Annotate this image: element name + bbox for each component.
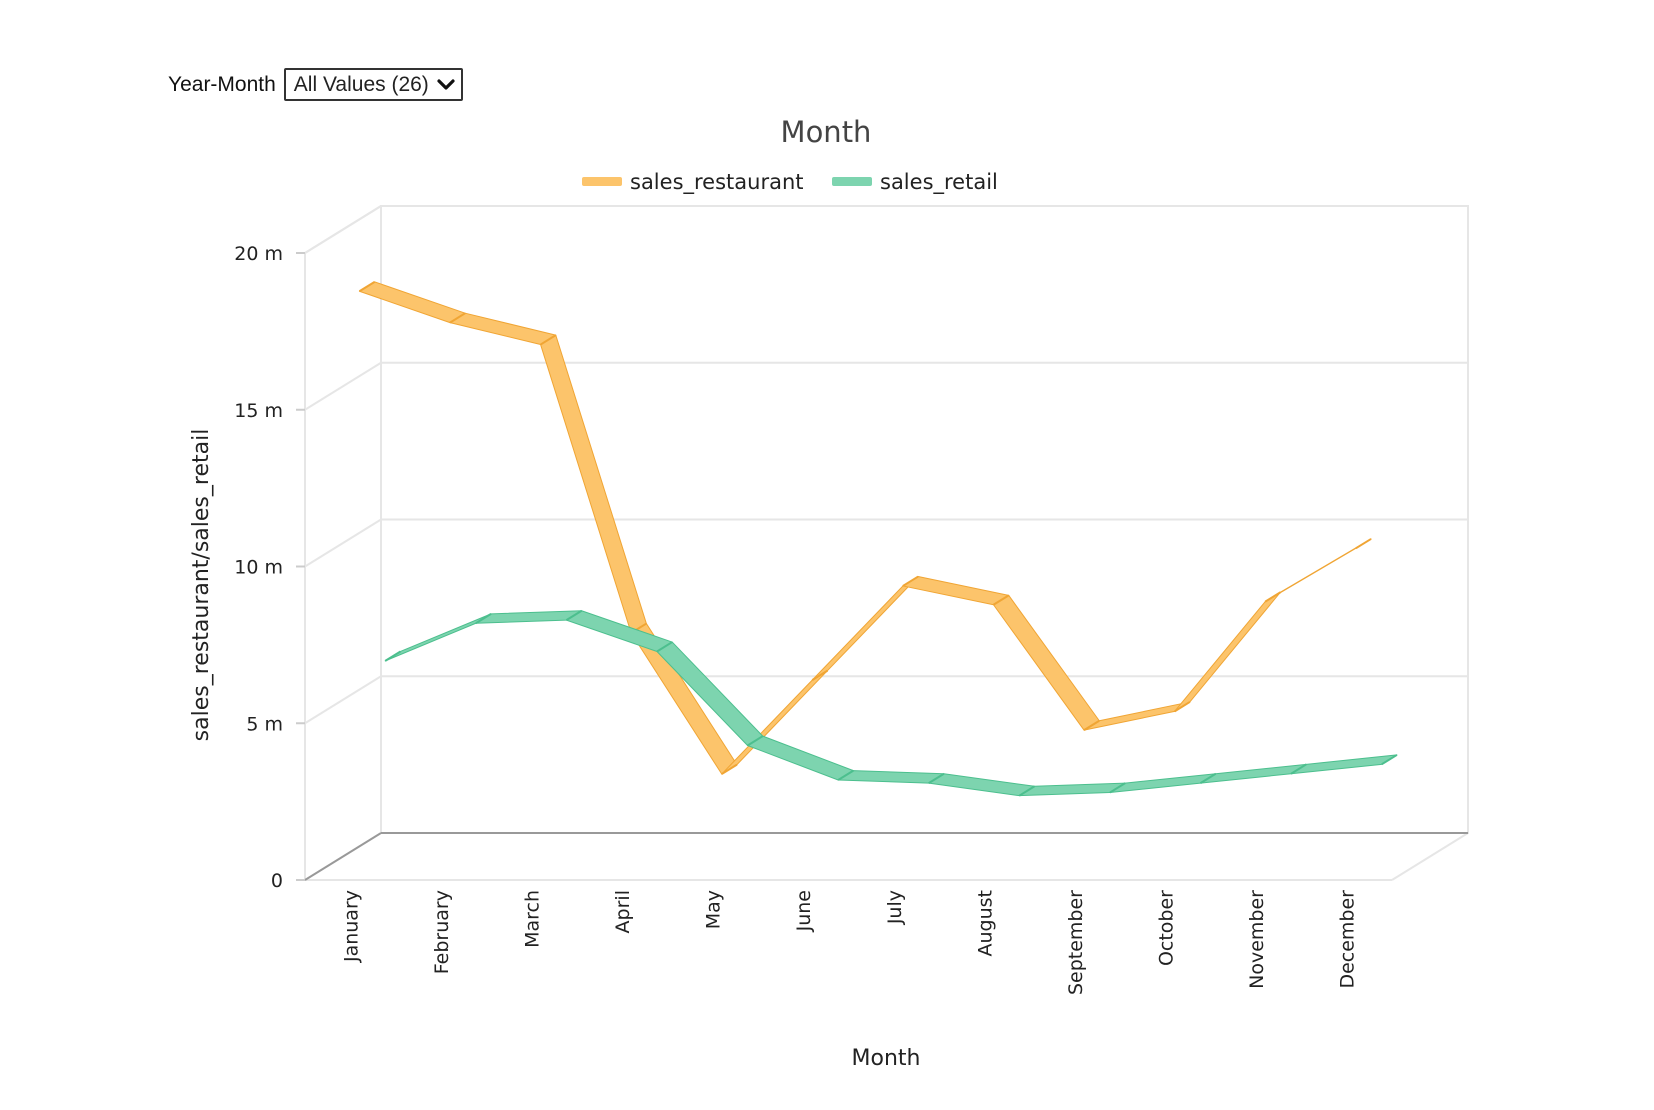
data-point[interactable] — [475, 613, 492, 625]
legend-item-sales_restaurant[interactable]: sales_restaurant — [582, 170, 804, 195]
data-point[interactable] — [1355, 538, 1372, 550]
legend-item-sales_retail[interactable]: sales_retail — [832, 170, 998, 195]
data-point[interactable] — [1290, 763, 1307, 775]
x-tick-label: May — [703, 890, 725, 929]
y-tick-label: 5 m — [246, 713, 283, 735]
data-point[interactable] — [1018, 785, 1036, 797]
box-edge — [1391, 832, 1469, 881]
x-tick-label: October — [1156, 890, 1178, 966]
y-axis-title: sales_restaurant/sales_retail — [189, 429, 214, 742]
x-tick-label: March — [521, 890, 543, 948]
year-month-label: Year-Month — [168, 72, 276, 96]
year-month-select[interactable]: All Values (26) — [283, 68, 463, 101]
data-point[interactable] — [902, 575, 919, 587]
series-sales_retail — [384, 609, 1398, 797]
year-month-filter: Year-Month All Values (26) — [168, 68, 463, 101]
y-tick-label: 0 — [271, 870, 283, 892]
x-tick-label: April — [612, 890, 634, 933]
x-tick-label: July — [884, 890, 906, 925]
box-edge — [304, 205, 382, 254]
chevron-down-icon — [437, 78, 455, 90]
data-point[interactable] — [1109, 782, 1126, 794]
data-point[interactable] — [449, 312, 466, 324]
data-point[interactable] — [358, 280, 376, 293]
data-point[interactable] — [992, 594, 1010, 606]
floor-side-edge — [304, 832, 382, 881]
data-point[interactable] — [1174, 701, 1191, 713]
year-month-select-value: All Values (26) — [293, 72, 429, 96]
y-tick-label: 15 m — [234, 400, 283, 422]
data-point[interactable] — [721, 763, 738, 775]
x-tick-label: December — [1337, 890, 1359, 989]
x-axis-title: Month — [852, 1046, 921, 1071]
x-tick-label: January — [340, 890, 362, 963]
series-sales_restaurant — [358, 280, 1372, 775]
legend-label: sales_restaurant — [630, 170, 804, 195]
x-tick-label: November — [1246, 890, 1268, 989]
gridline-side — [304, 675, 382, 725]
gridline-side — [304, 361, 382, 411]
y-tick-label: 20 m — [234, 243, 283, 265]
data-point[interactable] — [384, 650, 401, 662]
data-point[interactable] — [656, 641, 673, 653]
data-point[interactable] — [1264, 591, 1281, 603]
data-point[interactable] — [837, 769, 854, 781]
data-point[interactable] — [1381, 754, 1398, 766]
data-point[interactable] — [928, 772, 945, 784]
gridline-side — [304, 518, 382, 568]
legend-swatch — [832, 177, 872, 186]
data-point[interactable] — [565, 609, 583, 621]
data-point[interactable] — [1083, 719, 1100, 732]
x-tick-label: August — [974, 890, 996, 957]
data-point[interactable] — [747, 735, 764, 747]
legend-label: sales_retail — [880, 170, 998, 195]
data-point[interactable] — [811, 669, 829, 681]
data-point[interactable] — [1199, 772, 1217, 784]
y-tick-label: 10 m — [234, 557, 283, 579]
x-tick-label: February — [431, 890, 453, 974]
data-point[interactable] — [540, 334, 557, 346]
x-tick-label: September — [1065, 890, 1087, 995]
x-tick-label: June — [793, 890, 815, 932]
legend-swatch — [582, 177, 622, 186]
chart-title: Month — [781, 115, 872, 149]
